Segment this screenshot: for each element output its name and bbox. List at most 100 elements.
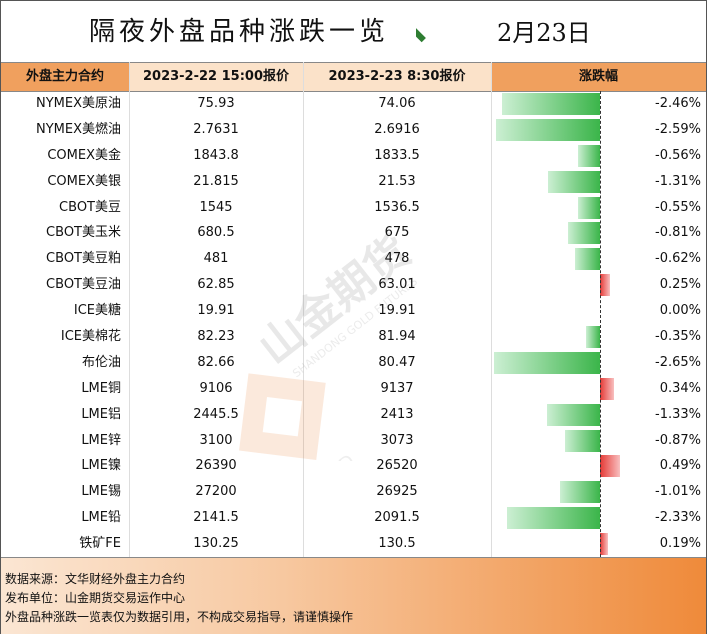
table-row: LME镍 26390 26520 0.49% [1,453,706,479]
table-row: 铁矿FE 130.25 130.5 0.19% [1,531,706,557]
prev-quote: 75.93 [197,96,235,111]
change-percent: 0.49% [659,458,701,474]
curr-quote: 478 [384,251,410,267]
change-bar-down [506,507,600,530]
curr-quote: 21.53 [378,173,416,189]
table-row: COMEX美银 21.815 21.53 -1.31% [1,169,706,195]
change-percent: -0.62% [655,251,701,267]
prev-quote: 26390 [195,458,237,474]
table-row: CBOT美豆油 62.85 63.01 0.25% [1,272,706,298]
quote-rows: NYMEX美原油 75.93 74.06 -2.46% NYMEX美燃油 2.7631 2.… [1,91,706,557]
change-bar-down [577,144,600,167]
change-percent: -2.33% [655,510,701,526]
prev-quote: 2141.5 [193,510,239,526]
change-bar-down [565,429,600,452]
table-row: COMEX美金 1843.8 1833.5 -0.56% [1,143,706,169]
table-row: LME铝 2445.5 2413 -1.33% [1,402,706,428]
table-row: NYMEX美燃油 2.7631 2.6916 -2.59% [1,117,706,143]
change-bar-up [600,377,614,400]
title-bar: 隔夜外盘品种涨跌一览 2月23日 [1,1,706,62]
change-percent: -1.31% [655,173,701,189]
curr-quote: 26925 [376,484,418,500]
change-percent: 0.25% [659,277,701,293]
contract-name: CBOT美豆 [59,199,121,215]
curr-quote: 9137 [380,380,414,396]
table-row: CBOT美玉米 680.5 675 -0.81% [1,220,706,246]
contract-name: ICE美棉花 [60,329,121,344]
change-bar-up [600,533,608,556]
contract-name: NYMEX美原油 [35,96,121,111]
table-row: NYMEX美原油 75.93 74.06 -2.46% [1,91,706,117]
prev-quote: 2.7631 [193,121,239,137]
change-percent: -1.01% [655,484,701,500]
contract-name: LME铜 [81,380,121,396]
prev-quote: 481 [203,251,229,267]
curr-quote: 2091.5 [374,510,420,526]
table-row: CBOT美豆粕 481 478 -0.62% [1,246,706,272]
contract-name: CBOT美豆粕 [46,251,121,267]
table-row: LME铜 9106 9137 0.34% [1,376,706,402]
contract-name: LME铝 [81,406,121,422]
column-divider [491,62,492,557]
change-bar-down [578,196,600,219]
header-change: 涨跌幅 [491,63,706,91]
prev-quote: 1545 [199,199,233,215]
table-row: ICE美棉花 82.23 81.94 -0.35% [1,324,706,350]
contract-name: LME锡 [81,484,121,500]
zero-axis [600,91,601,557]
contract-name: COMEX美银 [47,173,121,189]
table-row: 布伦油 82.66 80.47 -2.65% [1,350,706,376]
header-contract: 外盘主力合约 [1,63,129,91]
contract-name: LME铅 [81,510,121,526]
table-row: LME锡 27200 26925 -1.01% [1,479,706,505]
curr-quote: 2.6916 [374,121,420,137]
change-percent: -2.46% [655,96,701,111]
column-divider [303,62,304,557]
curr-quote: 81.94 [378,329,416,344]
curr-quote: 63.01 [378,277,416,293]
change-percent: -0.81% [655,225,701,241]
table-row: CBOT美豆 1545 1536.5 -0.55% [1,195,706,221]
change-bar-down [559,481,600,504]
contract-name: LME镍 [81,458,121,474]
contract-name: COMEX美金 [47,147,121,163]
change-bar-down [546,403,600,426]
change-percent: -0.35% [655,329,701,344]
curr-quote: 80.47 [378,354,416,370]
table-row: ICE美糖 19.91 19.91 0.00% [1,298,706,324]
prev-quote: 3100 [199,432,233,448]
change-percent: -0.87% [655,432,701,448]
change-bar-down [496,118,600,141]
contract-name: CBOT美豆油 [46,277,121,293]
decorative-mark-icon [406,28,426,48]
contract-name: 铁矿FE [79,536,121,552]
prev-quote: 19.91 [197,303,235,319]
curr-quote: 2413 [380,406,414,422]
change-bar-down [547,170,600,193]
change-percent: 0.00% [659,303,701,319]
contract-name: NYMEX美燃油 [35,121,121,137]
footer-disclaimer: 外盘品种涨跌一览表仅为数据引用，不构成交易指导，请谨慎操作 [5,610,354,624]
prev-quote: 27200 [195,484,237,500]
curr-quote: 3073 [380,432,414,448]
change-bar-down [494,351,600,374]
change-percent: -1.33% [655,406,701,422]
curr-quote: 675 [384,225,410,241]
prev-quote: 130.25 [193,536,239,552]
change-percent: -0.56% [655,147,701,163]
prev-quote: 1843.8 [193,147,239,163]
footer-publisher: 发布单位：山金期货交易运作中心 [5,591,186,605]
contract-name: ICE美糖 [73,303,121,319]
curr-quote: 1833.5 [374,147,420,163]
change-percent: -0.55% [655,199,701,215]
contract-name: CBOT美玉米 [46,225,121,241]
page-title: 隔夜外盘品种涨跌一览 [89,17,390,47]
table-row: LME锌 3100 3073 -0.87% [1,428,706,454]
change-percent: -2.59% [655,121,701,137]
table-header: 外盘主力合约 2023-2-22 15:00报价 2023-2-23 8:30报… [1,62,706,92]
column-divider [129,62,130,557]
prev-quote: 9106 [199,380,233,396]
curr-quote: 19.91 [378,303,416,319]
contract-name: 布伦油 [81,354,121,370]
table-row: LME铅 2141.5 2091.5 -2.33% [1,505,706,531]
